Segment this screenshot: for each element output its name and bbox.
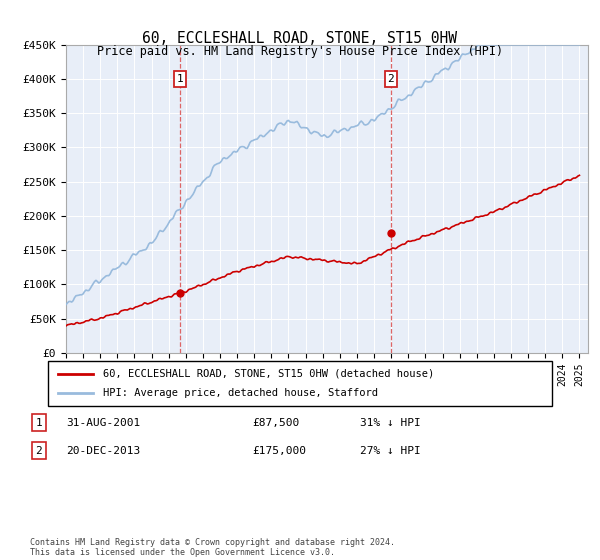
Text: 31% ↓ HPI: 31% ↓ HPI [360, 418, 421, 428]
Text: £87,500: £87,500 [252, 418, 299, 428]
Text: 20-DEC-2013: 20-DEC-2013 [66, 446, 140, 456]
Text: 1: 1 [177, 74, 184, 84]
Text: £175,000: £175,000 [252, 446, 306, 456]
Text: 1: 1 [35, 418, 43, 428]
Text: 2: 2 [388, 74, 394, 84]
FancyBboxPatch shape [48, 361, 552, 406]
Text: 60, ECCLESHALL ROAD, STONE, ST15 0HW (detached house): 60, ECCLESHALL ROAD, STONE, ST15 0HW (de… [103, 368, 434, 379]
Text: 31-AUG-2001: 31-AUG-2001 [66, 418, 140, 428]
Text: Price paid vs. HM Land Registry's House Price Index (HPI): Price paid vs. HM Land Registry's House … [97, 45, 503, 58]
Text: 27% ↓ HPI: 27% ↓ HPI [360, 446, 421, 456]
Text: 2: 2 [35, 446, 43, 456]
Text: 60, ECCLESHALL ROAD, STONE, ST15 0HW: 60, ECCLESHALL ROAD, STONE, ST15 0HW [143, 31, 458, 46]
Text: HPI: Average price, detached house, Stafford: HPI: Average price, detached house, Staf… [103, 389, 379, 399]
Text: Contains HM Land Registry data © Crown copyright and database right 2024.
This d: Contains HM Land Registry data © Crown c… [30, 538, 395, 557]
